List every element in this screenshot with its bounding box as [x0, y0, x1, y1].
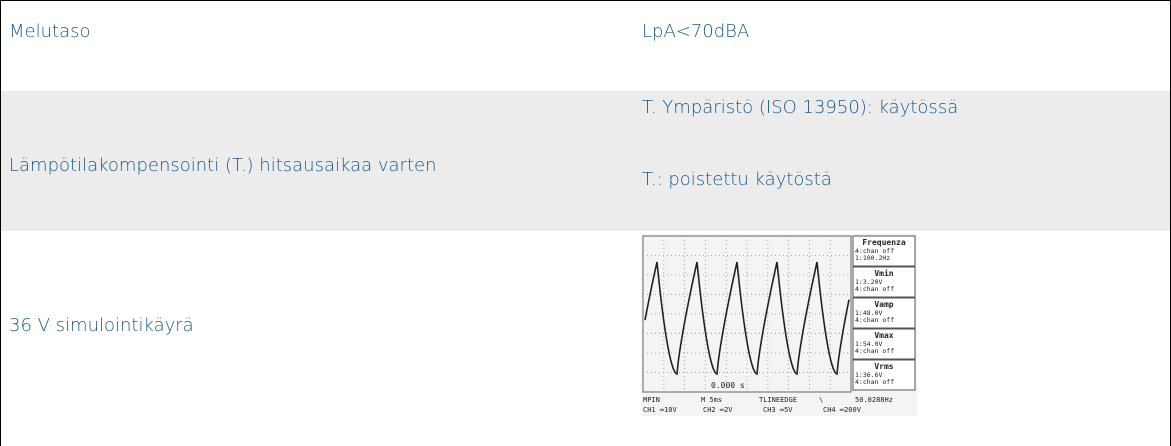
table-row: Melutaso LpA<70dBA: [1, 1, 1170, 91]
scope-channel: CH3 ═5V: [763, 406, 793, 414]
table-row: 36 V simulointikäyrä Frequenza 4:chan off…: [1, 231, 1170, 446]
row-value: T. Ympäristö (ISO 13950): käytössä: [642, 97, 958, 118]
panel-title: Vrms: [874, 362, 893, 371]
scope-status: \: [819, 396, 823, 404]
scope-status: 50.0288Hz: [855, 396, 893, 404]
panel-title: Vamp: [874, 300, 893, 309]
scope-channel: CH1 ═10V: [643, 406, 678, 414]
panel-line: 4:chan off: [855, 285, 894, 293]
spec-table: Melutaso LpA<70dBA Lämpötilakompensointi…: [0, 0, 1171, 446]
panel-line: 4:chan off: [855, 347, 894, 355]
panel-title: Vmin: [874, 268, 893, 278]
panel-title: Frequenza: [862, 238, 906, 247]
panel-line: 1:100.2Hz: [855, 254, 890, 262]
scope-status: MPIN: [643, 396, 660, 404]
row-label: Lämpötilakompensointi (T.) hitsausaikaa …: [9, 155, 437, 176]
scope-time: 0.000 s: [711, 381, 745, 390]
row-value: T.: poistettu käytöstä: [642, 169, 832, 190]
panel-line: 4:chan off: [855, 316, 894, 324]
scope-channel: CH2 ═2V: [703, 406, 733, 414]
panel-title: Vmax: [874, 331, 893, 340]
scope-channel: CH4 ═200V: [823, 406, 862, 414]
table-row: Lämpötilakompensointi (T.) hitsausaikaa …: [1, 91, 1170, 231]
scope-status: M 5ms: [701, 396, 722, 404]
row-label: 36 V simulointikäyrä: [9, 315, 194, 336]
row-value: LpA<70dBA: [642, 21, 749, 42]
scope-status: TLINEEDGE: [759, 396, 797, 404]
panel-line: 4:chan off: [855, 378, 894, 386]
row-label: Melutaso: [9, 21, 91, 42]
